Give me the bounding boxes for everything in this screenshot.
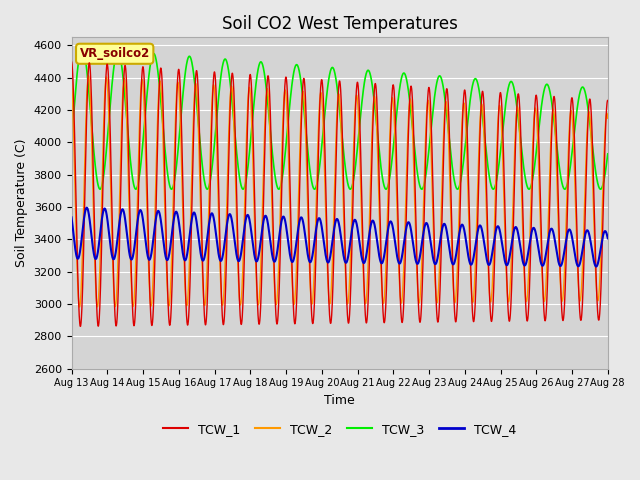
Legend: TCW_1, TCW_2, TCW_3, TCW_4: TCW_1, TCW_2, TCW_3, TCW_4	[157, 418, 522, 441]
TCW_2	[604, 115, 612, 121]
TCW_2	[76, 304, 83, 310]
TCW_4	[536, 254, 543, 260]
TCW_1	[536, 166, 543, 172]
TCW_1	[593, 305, 601, 311]
TCW_4	[297, 215, 305, 221]
TCW_4	[161, 248, 168, 254]
Y-axis label: Soil Temperature (C): Soil Temperature (C)	[15, 139, 28, 267]
TCW_2	[161, 208, 169, 214]
TCW_2	[84, 73, 92, 79]
TCW_1	[273, 320, 281, 326]
TCW_2	[129, 303, 137, 309]
TCW_4	[129, 254, 137, 260]
TCW_4	[604, 236, 612, 241]
TCW_3	[536, 117, 543, 122]
TCW_1	[129, 312, 137, 318]
TCW_2	[274, 289, 282, 295]
TCW_4	[594, 262, 602, 267]
TCW_3	[604, 151, 612, 157]
TCW_3	[346, 186, 354, 192]
TCW_3	[68, 136, 76, 142]
TCW_4	[83, 205, 91, 211]
Line: TCW_4: TCW_4	[72, 208, 608, 266]
TCW_3	[297, 76, 305, 82]
TCW_1	[161, 167, 168, 173]
TCW_2	[594, 297, 602, 303]
TCW_3	[129, 177, 137, 183]
Line: TCW_2: TCW_2	[72, 76, 608, 307]
TCW_2	[536, 203, 543, 208]
TCW_3	[273, 184, 281, 190]
Title: Soil CO2 West Temperatures: Soil CO2 West Temperatures	[221, 15, 458, 33]
TCW_4	[68, 215, 76, 220]
TCW_2	[68, 78, 76, 84]
TCW_1	[68, 59, 76, 64]
TCW_1	[77, 324, 84, 329]
TCW_4	[273, 248, 281, 254]
TCW_1	[297, 146, 305, 152]
TCW_3	[78, 45, 86, 51]
Line: TCW_1: TCW_1	[72, 61, 608, 326]
X-axis label: Time: Time	[324, 394, 355, 407]
TCW_3	[594, 180, 602, 185]
TCW_4	[592, 264, 600, 269]
Text: VR_soilco2: VR_soilco2	[79, 47, 150, 60]
TCW_3	[161, 143, 168, 149]
Line: TCW_3: TCW_3	[72, 48, 608, 189]
TCW_2	[297, 119, 305, 124]
TCW_1	[604, 97, 612, 103]
